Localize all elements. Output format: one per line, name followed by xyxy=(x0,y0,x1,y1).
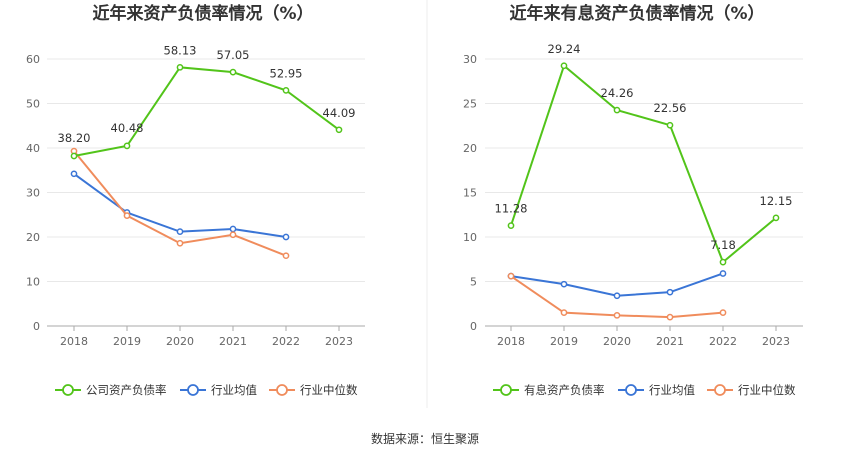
data-point xyxy=(229,225,237,233)
data-point xyxy=(123,142,131,150)
x-tick-label: 2022 xyxy=(709,335,737,348)
data-point xyxy=(282,252,290,260)
x-tick-label: 2021 xyxy=(219,335,247,348)
data-label: 44.09 xyxy=(323,106,356,120)
interest-bearing-debt-ratio-chart: 近年来有息资产负债率情况（%） 0 5 10 15 20 25 30 2018 2019 2020 2… xyxy=(463,3,803,397)
legend-item[interactable]: 有息资产负债率 xyxy=(493,383,605,397)
y-tick-label: 30 xyxy=(26,187,40,200)
y-tick-label: 20 xyxy=(26,231,40,244)
data-label: 57.05 xyxy=(217,48,250,62)
series-line xyxy=(510,64,777,264)
y-tick-label: 30 xyxy=(463,53,477,66)
data-point xyxy=(507,222,515,229)
data-label: 11.28 xyxy=(495,202,528,216)
y-tick-label: 60 xyxy=(26,53,40,66)
data-point xyxy=(176,63,184,71)
data-point xyxy=(176,228,184,236)
y-tick-label: 50 xyxy=(26,98,40,111)
data-point xyxy=(282,233,290,241)
legend-label: 有息资产负债率 xyxy=(524,383,605,397)
data-point xyxy=(560,309,568,316)
data-point xyxy=(719,309,727,316)
data-source: 数据来源：恒生聚源 xyxy=(371,431,479,446)
data-point xyxy=(719,270,727,277)
debt-ratio-chart: 近年来资产负债率情况（%） 0 10 20 30 40 50 60 2018 2019 2020 20… xyxy=(26,3,365,397)
data-point xyxy=(613,311,621,319)
data-point xyxy=(666,121,674,129)
data-point xyxy=(560,280,568,288)
data-point xyxy=(613,106,621,114)
legend-label: 行业均值 xyxy=(211,383,257,397)
x-tick-label: 2019 xyxy=(550,335,578,348)
x-tick-label: 2018 xyxy=(497,335,525,348)
data-label: 40.48 xyxy=(111,121,144,135)
y-tick-label: 25 xyxy=(463,98,477,111)
y-tick-label: 10 xyxy=(463,231,477,244)
legend-marker xyxy=(187,384,199,396)
x-tick-label: 2022 xyxy=(272,335,300,348)
data-label: 58.13 xyxy=(164,43,197,57)
x-tick-label: 2020 xyxy=(166,335,194,348)
legend-marker xyxy=(714,384,726,396)
series-line xyxy=(73,66,340,157)
legend-marker xyxy=(500,384,512,396)
data-point xyxy=(666,288,674,296)
legend-label: 公司资产负债率 xyxy=(86,383,167,397)
legend-marker xyxy=(276,384,288,396)
data-point xyxy=(229,231,237,239)
legend-marker xyxy=(625,384,637,396)
x-tick-label: 2020 xyxy=(603,335,631,348)
y-tick-label: 5 xyxy=(470,276,477,289)
data-label: 29.24 xyxy=(548,42,581,56)
x-tick-label: 2023 xyxy=(762,335,790,348)
data-point xyxy=(719,258,727,266)
data-label: 22.56 xyxy=(654,101,687,115)
legend-item[interactable]: 行业中位数 xyxy=(269,383,358,397)
y-tick-label: 40 xyxy=(26,142,40,155)
chart-title: 近年来资产负债率情况（%） xyxy=(92,3,313,24)
data-point xyxy=(560,62,568,70)
data-point xyxy=(613,292,621,300)
data-point xyxy=(123,212,131,219)
legend-item[interactable]: 公司资产负债率 xyxy=(55,383,167,397)
data-point xyxy=(70,170,78,178)
x-tick-label: 2023 xyxy=(325,335,353,348)
data-label: 52.95 xyxy=(270,66,303,80)
data-label: 24.26 xyxy=(601,86,634,100)
data-point xyxy=(666,313,674,321)
x-tick-label: 2021 xyxy=(656,335,684,348)
y-tick-label: 0 xyxy=(33,320,40,333)
y-tick-label: 10 xyxy=(26,276,40,289)
legend-marker xyxy=(62,384,74,396)
series-line xyxy=(73,173,287,238)
data-point xyxy=(282,87,290,94)
data-point xyxy=(507,272,515,280)
data-point xyxy=(70,152,78,160)
legend-label: 行业中位数 xyxy=(738,383,796,397)
data-label: 12.15 xyxy=(760,194,793,208)
data-label: 7.18 xyxy=(710,238,736,252)
legend-item[interactable]: 行业均值 xyxy=(618,383,695,397)
data-point xyxy=(176,239,184,247)
y-tick-label: 20 xyxy=(463,142,477,155)
data-point xyxy=(335,126,343,134)
legend-item[interactable]: 行业中位数 xyxy=(707,383,796,397)
x-tick-label: 2019 xyxy=(113,335,141,348)
data-point xyxy=(229,68,237,76)
data-label: 38.20 xyxy=(58,131,91,145)
chart-title: 近年来有息资产负债率情况（%） xyxy=(509,3,764,24)
legend-label: 行业均值 xyxy=(649,383,695,397)
legend-item[interactable]: 行业均值 xyxy=(180,383,257,397)
y-tick-label: 0 xyxy=(470,320,477,333)
x-tick-label: 2018 xyxy=(60,335,88,348)
y-tick-label: 15 xyxy=(463,187,477,200)
legend-label: 行业中位数 xyxy=(300,383,358,397)
data-point xyxy=(772,214,780,222)
